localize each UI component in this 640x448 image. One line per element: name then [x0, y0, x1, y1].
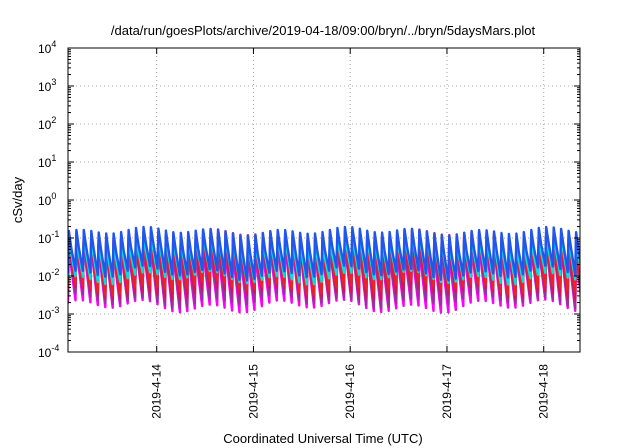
y-tick-label: 103	[38, 77, 56, 94]
y-tick-label: 102	[38, 115, 56, 132]
x-axis-title: Coordinated Universal Time (UTC)	[223, 431, 422, 446]
y-tick-base: 10	[38, 346, 52, 360]
x-tick-label: 2019-4-17	[440, 364, 454, 419]
y-tick-base: 10	[38, 194, 52, 208]
y-tick-base: 10	[38, 270, 52, 284]
y-tick-exponent: -4	[51, 343, 59, 353]
y-tick-exponent: -1	[51, 229, 59, 239]
y-tick-exponent: -2	[51, 267, 59, 277]
x-tick-label: 2019-4-15	[246, 364, 260, 419]
x-tick-label: 2019-4-14	[150, 364, 164, 419]
series-layer	[68, 225, 580, 314]
y-axis-title: cSv/day	[10, 176, 25, 223]
series-line	[68, 225, 580, 282]
y-tick-base: 10	[38, 80, 52, 94]
y-tick-base: 10	[38, 42, 52, 56]
y-tick-exponent: -3	[51, 305, 59, 315]
y-tick-exponent: 1	[51, 153, 56, 163]
grid	[68, 48, 580, 352]
y-tick-label: 10-2	[38, 267, 59, 284]
y-tick-base: 10	[38, 308, 52, 322]
y-tick-base: 10	[38, 232, 52, 246]
x-tick-labels: 2019-4-14 2019-4-15 2019-4-16 2019-4-17 2019…	[150, 364, 551, 419]
x-tick-label: 2019-4-18	[537, 364, 551, 419]
x-tick-label: 2019-4-16	[343, 364, 357, 419]
ticks	[68, 47, 580, 353]
y-tick-label: 101	[38, 153, 56, 170]
chart-title: /data/run/goesPlots/archive/2019-04-18/0…	[111, 23, 536, 38]
y-tick-base: 10	[38, 118, 52, 132]
y-tick-exponent: 3	[51, 77, 56, 87]
y-tick-label: 10-4	[38, 343, 59, 360]
y-tick-exponent: 0	[51, 191, 56, 201]
y-tick-label: 10-1	[38, 229, 59, 246]
y-tick-exponent: 4	[51, 39, 56, 49]
y-tick-label: 10-3	[38, 305, 59, 322]
y-tick-base: 10	[38, 156, 52, 170]
y-tick-exponent: 2	[51, 115, 56, 125]
y-tick-label: 104	[38, 39, 56, 56]
y-tick-label: 100	[38, 191, 56, 208]
